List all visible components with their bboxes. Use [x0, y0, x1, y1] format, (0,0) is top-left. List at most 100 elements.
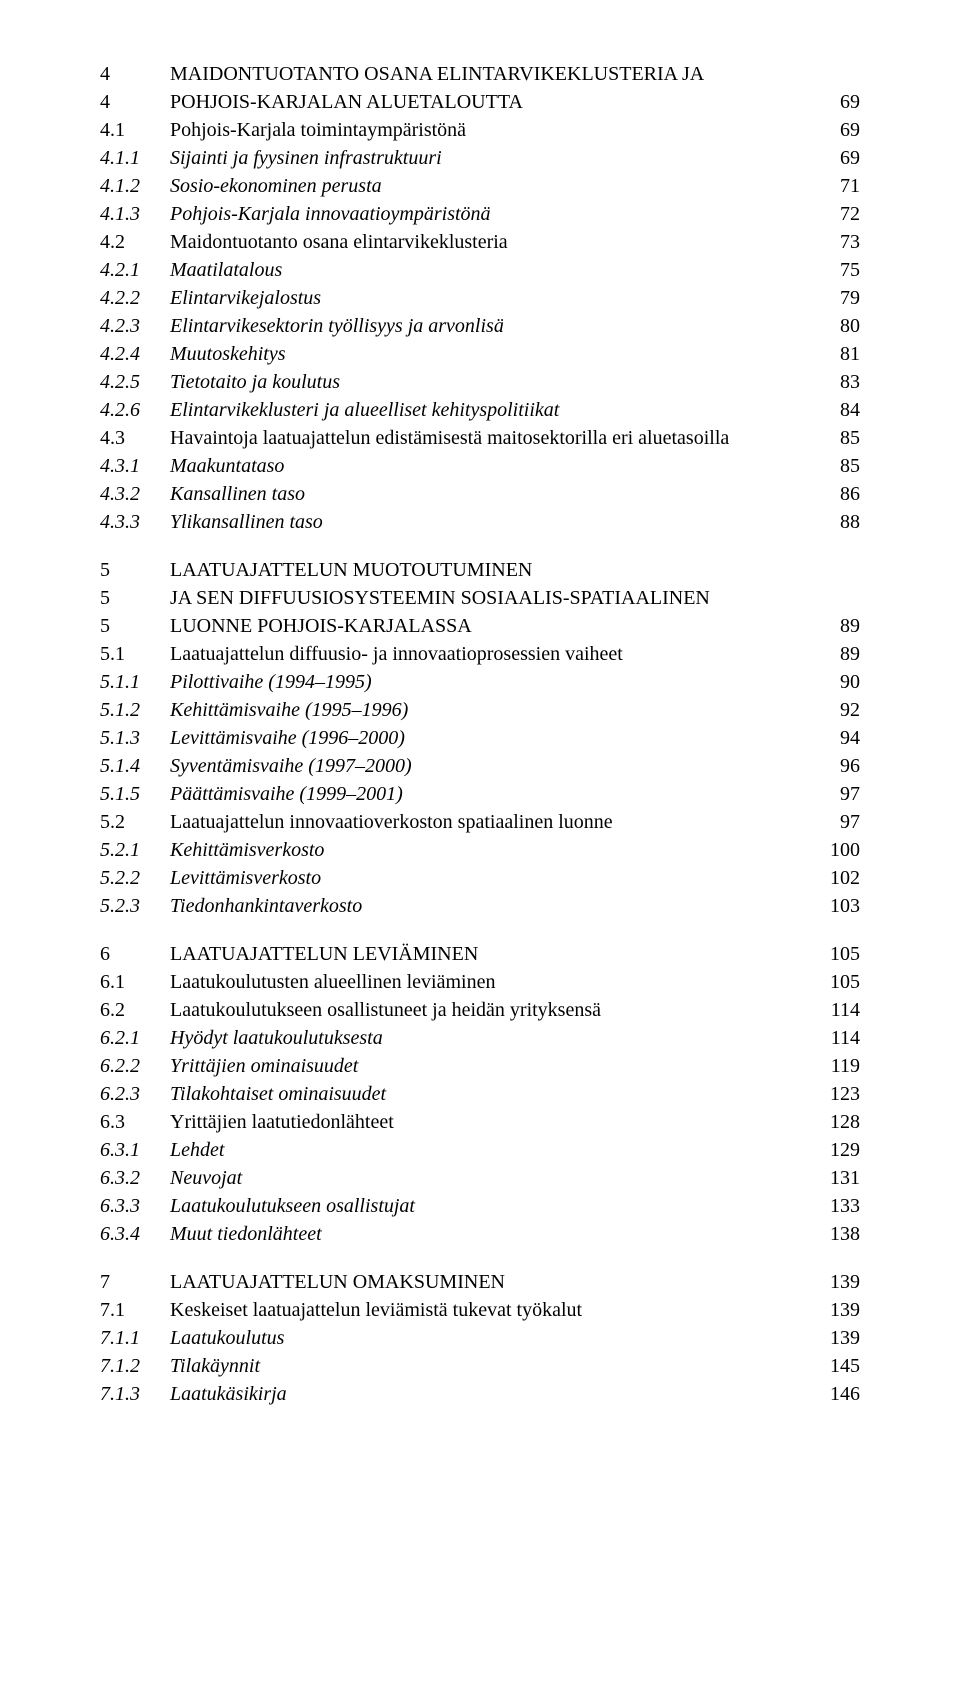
toc-entry-left: 4.3.3Ylikansallinen taso [100, 508, 810, 536]
toc-entry-number: 6.2.3 [100, 1080, 170, 1108]
toc-entry-title: Hyödyt laatukoulutuksesta [170, 1024, 810, 1052]
toc-entry-title: Sijainti ja fyysinen infrastruktuuri [170, 144, 810, 172]
toc-entry: 4.2.3Elintarvikesektorin työllisyys ja a… [100, 312, 860, 340]
toc-entry-number: 5.2.2 [100, 864, 170, 892]
toc-entry: 4.1.2Sosio-ekonominen perusta71 [100, 172, 860, 200]
toc-entry-number: 4.1.3 [100, 200, 170, 228]
toc-entry-title: Muut tiedonlähteet [170, 1220, 810, 1248]
toc-entry-left: 5JA SEN DIFFUUSIOSYSTEEMIN SOSIAALIS-SPA… [100, 584, 810, 612]
toc-entry-left: 4.2Maidontuotanto osana elintarvikeklust… [100, 228, 810, 256]
toc-entry-number: 7 [100, 1268, 170, 1296]
toc-entry-number: 6.3.4 [100, 1220, 170, 1248]
toc-entry-page: 81 [810, 340, 860, 368]
toc-entry-title: Kansallinen taso [170, 480, 810, 508]
toc-entry-left: 4POHJOIS-KARJALAN ALUETALOUTTA [100, 88, 810, 116]
toc-entry: 5LAATUAJATTELUN MUOTOUTUMINEN [100, 556, 860, 584]
toc-entry-left: 5.1Laatuajattelun diffuusio- ja innovaat… [100, 640, 810, 668]
toc-entry-page: 97 [810, 808, 860, 836]
toc-entry: 6.2.1Hyödyt laatukoulutuksesta114 [100, 1024, 860, 1052]
toc-entry-left: 5.1.5Päättämisvaihe (1999–2001) [100, 780, 810, 808]
toc-entry: 6.3.3Laatukoulutukseen osallistujat133 [100, 1192, 860, 1220]
toc-entry-page: 100 [810, 836, 860, 864]
toc-entry: 7.1.3Laatukäsikirja146 [100, 1380, 860, 1408]
toc-entry-number: 6.2.2 [100, 1052, 170, 1080]
toc-entry: 5.1.3Levittämisvaihe (1996–2000)94 [100, 724, 860, 752]
toc-entry-page: 85 [810, 452, 860, 480]
toc-entry-number: 4.1.2 [100, 172, 170, 200]
toc-entry-page: 73 [810, 228, 860, 256]
toc-entry: 5.2.1Kehittämisverkosto100 [100, 836, 860, 864]
toc-entry-left: 4.2.4Muutoskehitys [100, 340, 810, 368]
toc-entry-left: 4.2.5Tietotaito ja koulutus [100, 368, 810, 396]
toc-entry-left: 4.1Pohjois-Karjala toimintaympäristönä [100, 116, 810, 144]
toc-entry-title: Havaintoja laatuajattelun edistämisestä … [170, 424, 810, 452]
toc-entry-left: 7LAATUAJATTELUN OMAKSUMINEN [100, 1268, 810, 1296]
toc-entry-page: 133 [810, 1192, 860, 1220]
toc-entry: 6.3Yrittäjien laatutiedonlähteet128 [100, 1108, 860, 1136]
toc-entry: 6LAATUAJATTELUN LEVIÄMINEN105 [100, 940, 860, 968]
toc-entry: 5.1.5Päättämisvaihe (1999–2001)97 [100, 780, 860, 808]
toc-entry-title: Maakuntataso [170, 452, 810, 480]
toc-entry-number: 4 [100, 88, 170, 116]
toc-entry-page: 128 [810, 1108, 860, 1136]
toc-entry-left: 5.2.2Levittämisverkosto [100, 864, 810, 892]
toc-entry-page: 89 [810, 612, 860, 640]
toc-entry-title: Yrittäjien ominaisuudet [170, 1052, 810, 1080]
toc-entry-page: 69 [810, 88, 860, 116]
toc-entry-number: 4.2 [100, 228, 170, 256]
toc-entry-left: 5.2.3Tiedonhankintaverkosto [100, 892, 810, 920]
toc-entry-left: 5.1.4Syventämisvaihe (1997–2000) [100, 752, 810, 780]
toc-entry: 4MAIDONTUOTANTO OSANA ELINTARVIKEKLUSTER… [100, 60, 860, 88]
toc-entry-title: Kehittämisverkosto [170, 836, 810, 864]
toc-entry-page: 75 [810, 256, 860, 284]
toc-entry-page: 92 [810, 696, 860, 724]
toc-entry-page: 86 [810, 480, 860, 508]
toc-entry-title: LUONNE POHJOIS-KARJALASSA [170, 612, 810, 640]
toc-entry-left: 6.2.2Yrittäjien ominaisuudet [100, 1052, 810, 1080]
toc-entry-number: 5.2.1 [100, 836, 170, 864]
toc-entry-page: 105 [810, 968, 860, 996]
toc-entry-number: 4.2.5 [100, 368, 170, 396]
toc-entry-left: 5.1.1Pilottivaihe (1994–1995) [100, 668, 810, 696]
toc-entry-title: Laatuajattelun innovaatioverkoston spati… [170, 808, 810, 836]
toc-entry-left: 4.3.2Kansallinen taso [100, 480, 810, 508]
toc-entry-left: 6.3.3Laatukoulutukseen osallistujat [100, 1192, 810, 1220]
toc-entry-number: 5.1.1 [100, 668, 170, 696]
toc-entry-page: 138 [810, 1220, 860, 1248]
toc-entry-title: MAIDONTUOTANTO OSANA ELINTARVIKEKLUSTERI… [170, 60, 810, 88]
toc-entry-page: 97 [810, 780, 860, 808]
toc-entry-page: 71 [810, 172, 860, 200]
toc-entry-left: 5.1.2Kehittämisvaihe (1995–1996) [100, 696, 810, 724]
toc-entry: 5.1.2Kehittämisvaihe (1995–1996)92 [100, 696, 860, 724]
toc-entry-title: Pohjois-Karjala innovaatioympäristönä [170, 200, 810, 228]
toc-entry-title: Laatuajattelun diffuusio- ja innovaatiop… [170, 640, 810, 668]
toc-entry: 5.1Laatuajattelun diffuusio- ja innovaat… [100, 640, 860, 668]
toc-entry-page: 69 [810, 144, 860, 172]
toc-entry-number: 4.3 [100, 424, 170, 452]
toc-entry-left: 6.3.1Lehdet [100, 1136, 810, 1164]
toc-entry-number: 5.1.4 [100, 752, 170, 780]
section-gap [100, 536, 860, 556]
toc-entry-page: 84 [810, 396, 860, 424]
toc-entry-page: 90 [810, 668, 860, 696]
table-of-contents: 4MAIDONTUOTANTO OSANA ELINTARVIKEKLUSTER… [100, 60, 860, 1408]
toc-entry-title: Laatukoulutukseen osallistujat [170, 1192, 810, 1220]
toc-entry-title: Elintarvikesektorin työllisyys ja arvonl… [170, 312, 810, 340]
toc-entry: 6.3.1Lehdet129 [100, 1136, 860, 1164]
toc-entry: 6.2.2Yrittäjien ominaisuudet119 [100, 1052, 860, 1080]
toc-entry: 6.3.2Neuvojat131 [100, 1164, 860, 1192]
toc-entry-number: 4.3.1 [100, 452, 170, 480]
toc-entry-number: 4.3.3 [100, 508, 170, 536]
toc-entry-number: 6.3.1 [100, 1136, 170, 1164]
section-gap [100, 920, 860, 940]
toc-entry-number: 6.3.2 [100, 1164, 170, 1192]
toc-entry-title: JA SEN DIFFUUSIOSYSTEEMIN SOSIAALIS-SPAT… [170, 584, 810, 612]
toc-entry-left: 5LAATUAJATTELUN MUOTOUTUMINEN [100, 556, 810, 584]
toc-entry: 4.3.2Kansallinen taso86 [100, 480, 860, 508]
toc-entry-left: 4.2.6Elintarvikeklusteri ja alueelliset … [100, 396, 810, 424]
toc-entry-left: 4.2.2Elintarvikejalostus [100, 284, 810, 312]
toc-entry-title: Tilakäynnit [170, 1352, 810, 1380]
toc-entry-left: 6.1Laatukoulutusten alueellinen leviämin… [100, 968, 810, 996]
toc-entry-title: Ylikansallinen taso [170, 508, 810, 536]
toc-entry-title: Tietotaito ja koulutus [170, 368, 810, 396]
